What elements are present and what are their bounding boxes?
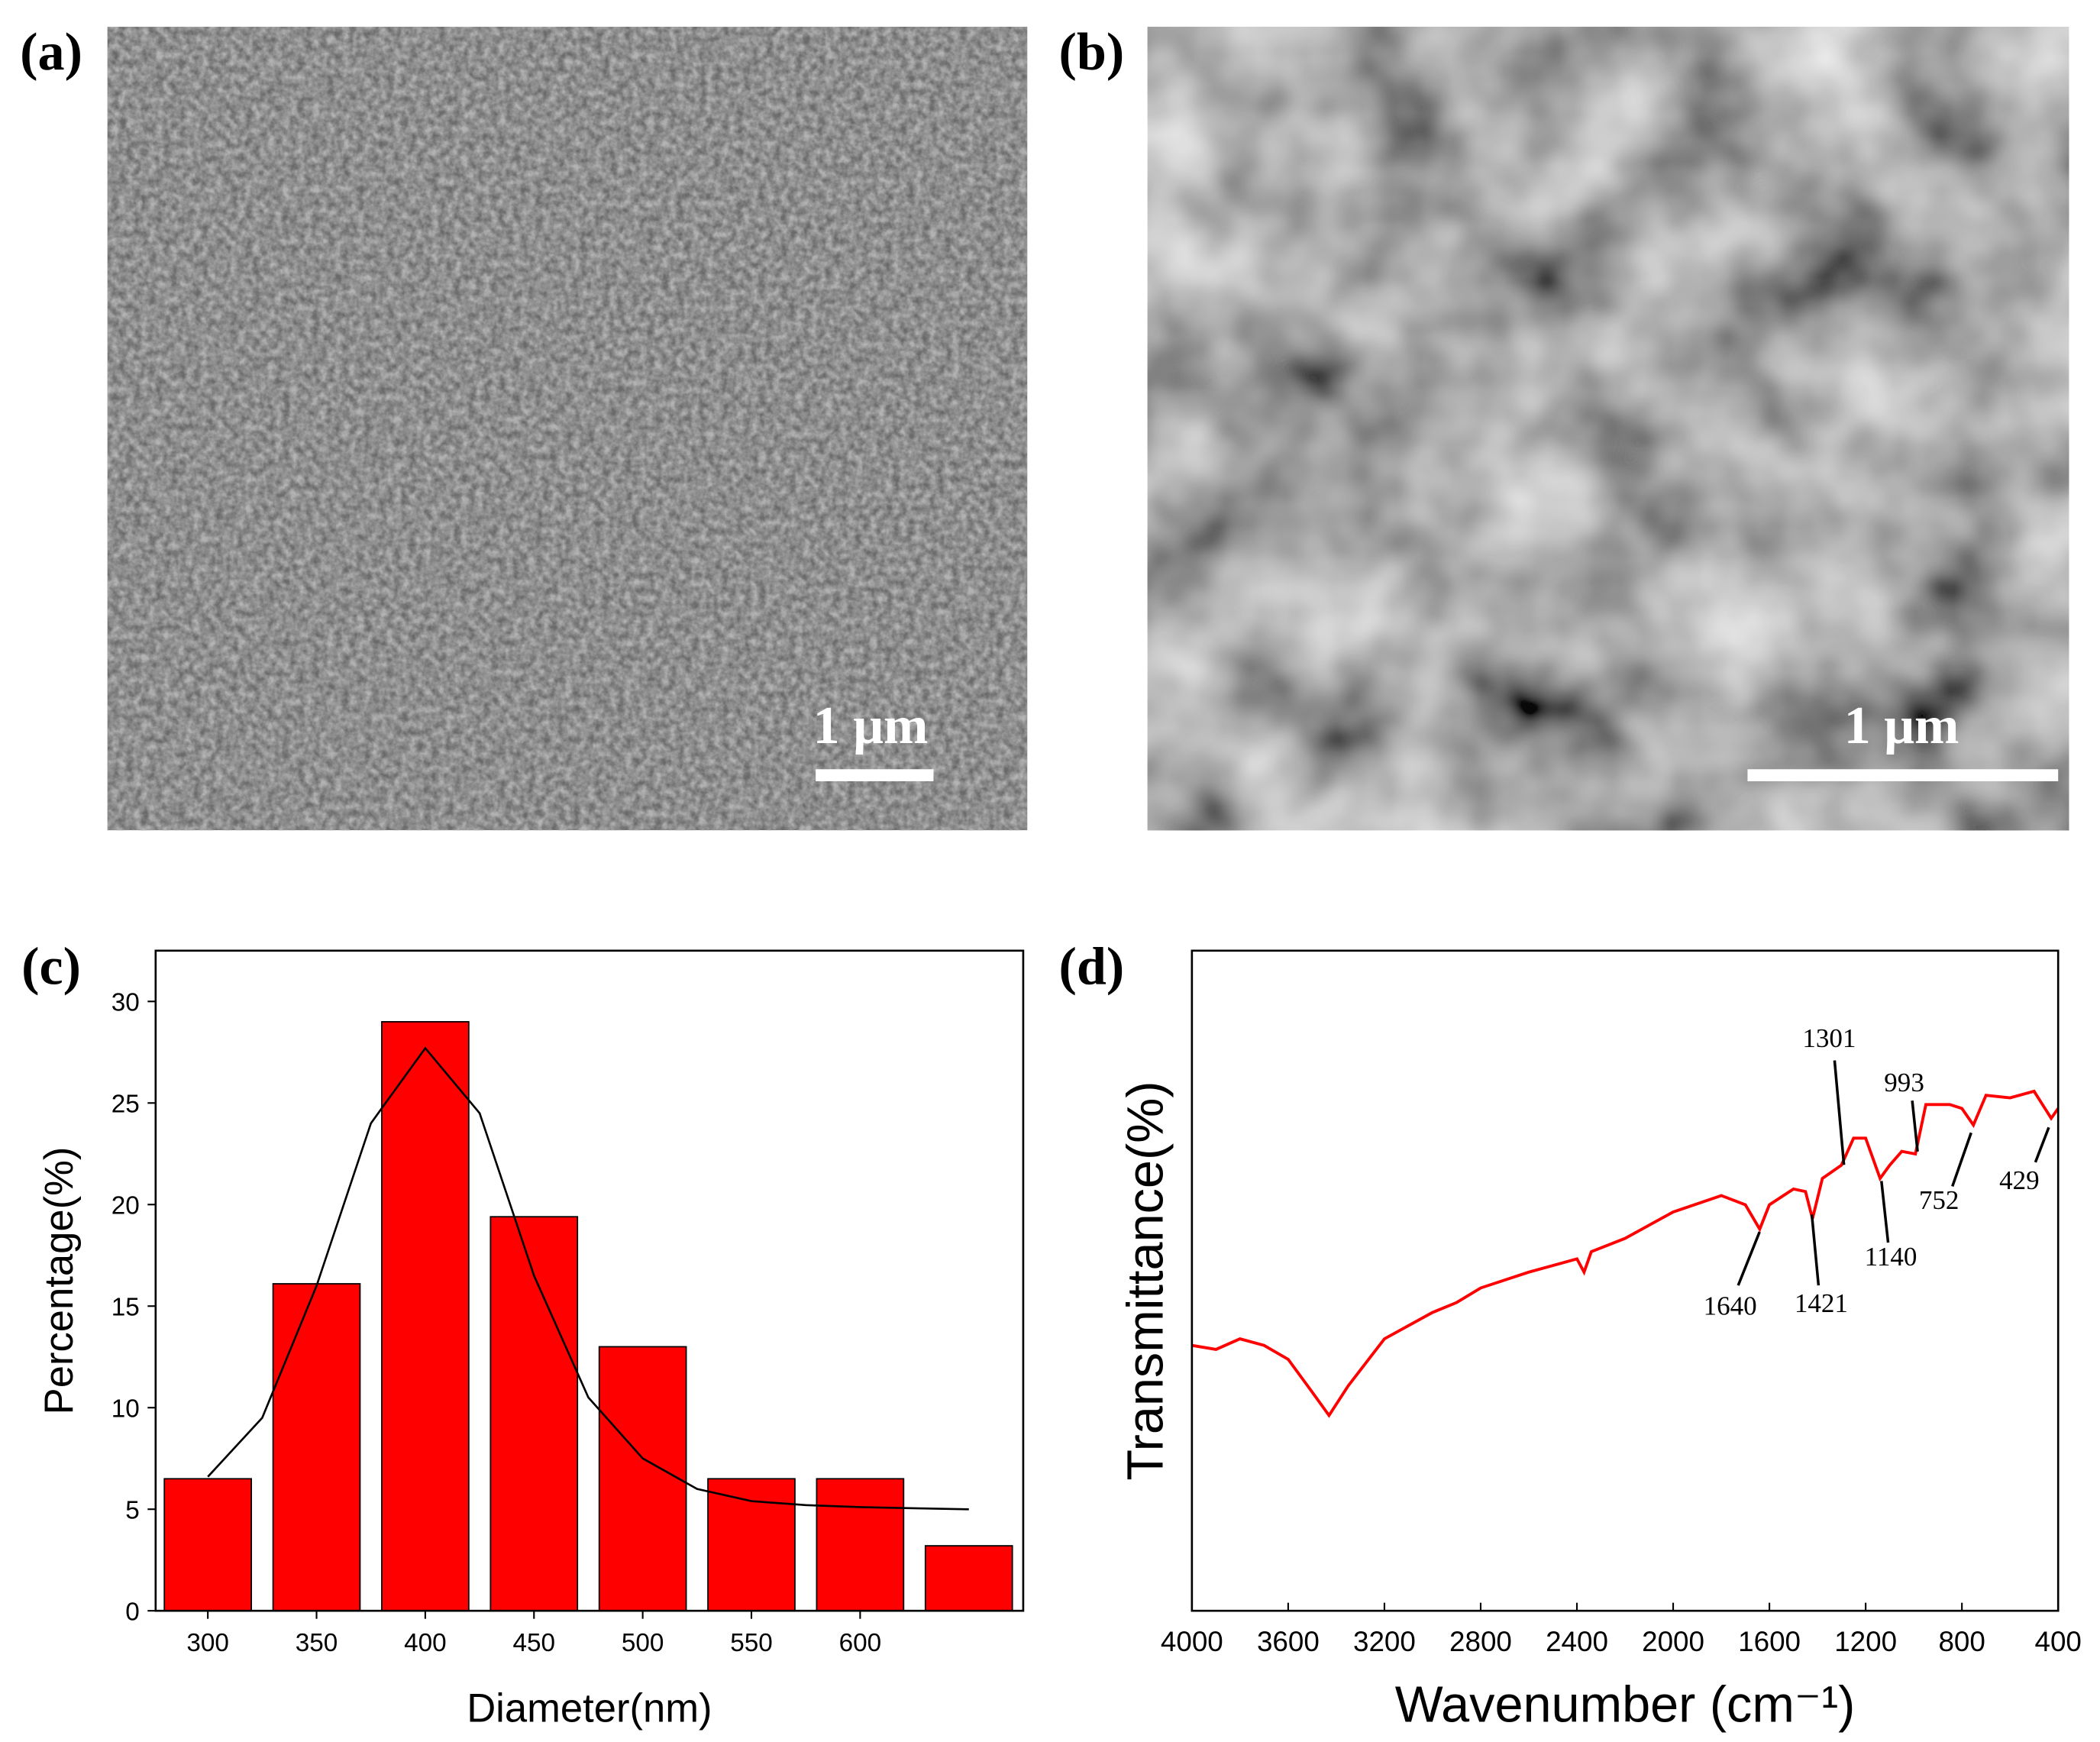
bar	[924, 1545, 1013, 1612]
annotation-arrow	[1911, 1100, 1919, 1152]
scale-bar-label: 1 μm	[1844, 696, 1959, 755]
scale-bar-label: 1 μm	[813, 696, 929, 755]
annotation-arrow	[1810, 1214, 1821, 1286]
panel-label: (d)	[1058, 938, 1124, 997]
y-tick-label: 25	[111, 1091, 140, 1119]
bar	[598, 1346, 687, 1612]
y-tick-label: 5	[125, 1496, 140, 1524]
x-tick-label: 400	[2035, 1626, 2082, 1657]
sem-texture-a	[107, 27, 1028, 831]
annotation-arrow	[2034, 1126, 2050, 1163]
panel-label: (a)	[20, 23, 82, 82]
bar	[163, 1478, 252, 1612]
y-tick-label: 10	[111, 1395, 140, 1423]
annotation: 1421	[1795, 1288, 1848, 1318]
x-tick-label: 500	[622, 1629, 664, 1657]
annotation: 429	[1999, 1165, 2040, 1195]
x-tick-label: 3600	[1257, 1626, 1320, 1657]
annotation-arrow	[1833, 1060, 1846, 1165]
x-tick-label: 2000	[1642, 1626, 1704, 1657]
y-tick-label: 0	[125, 1598, 140, 1626]
panel-label: (c)	[21, 938, 81, 997]
x-tick-label: 800	[1938, 1626, 1985, 1657]
fit-curve	[207, 1046, 969, 1511]
y-tick-label: 20	[111, 1192, 140, 1220]
plot-frame	[154, 949, 1025, 1612]
sem-texture-b	[1147, 27, 2069, 831]
y-axis-label: Transmittance(%)	[1117, 1081, 1174, 1480]
plot-frame	[1191, 949, 2060, 1612]
annotation: 752	[1919, 1185, 1959, 1215]
annotation: 1301	[1802, 1023, 1856, 1053]
bar	[707, 1478, 796, 1612]
y-axis-label: Percentage(%)	[37, 1147, 82, 1415]
annotation-arrow	[1880, 1181, 1890, 1243]
x-tick-label: 2800	[1449, 1626, 1512, 1657]
y-tick-label: 30	[111, 989, 140, 1017]
x-tick-label: 300	[186, 1629, 229, 1657]
panel-label: (b)	[1058, 23, 1124, 82]
annotation-arrow	[1737, 1231, 1761, 1286]
annotation: 993	[1884, 1068, 1924, 1097]
x-tick-label: 2400	[1546, 1626, 1608, 1657]
x-tick-label: 450	[512, 1629, 555, 1657]
x-tick-label: 600	[839, 1629, 882, 1657]
x-axis-label: Diameter(nm)	[467, 1686, 712, 1731]
bar	[816, 1478, 905, 1612]
bar	[381, 1021, 470, 1612]
x-tick-label: 350	[296, 1629, 338, 1657]
x-axis-label: Wavenumber (cm⁻¹)	[1395, 1677, 1856, 1734]
x-tick-label: 3200	[1353, 1626, 1416, 1657]
spectrum-line	[1191, 1089, 2060, 1418]
bar	[272, 1283, 361, 1612]
x-tick-label: 1200	[1834, 1626, 1897, 1657]
annotation-arrow	[1951, 1132, 1972, 1187]
x-tick-label: 550	[730, 1629, 773, 1657]
x-tick-label: 1600	[1738, 1626, 1801, 1657]
bar	[489, 1216, 579, 1612]
annotation: 1140	[1865, 1242, 1917, 1272]
x-tick-label: 400	[404, 1629, 447, 1657]
x-tick-label: 4000	[1161, 1626, 1223, 1657]
y-tick-label: 15	[111, 1294, 140, 1322]
annotation: 1640	[1704, 1291, 1757, 1321]
